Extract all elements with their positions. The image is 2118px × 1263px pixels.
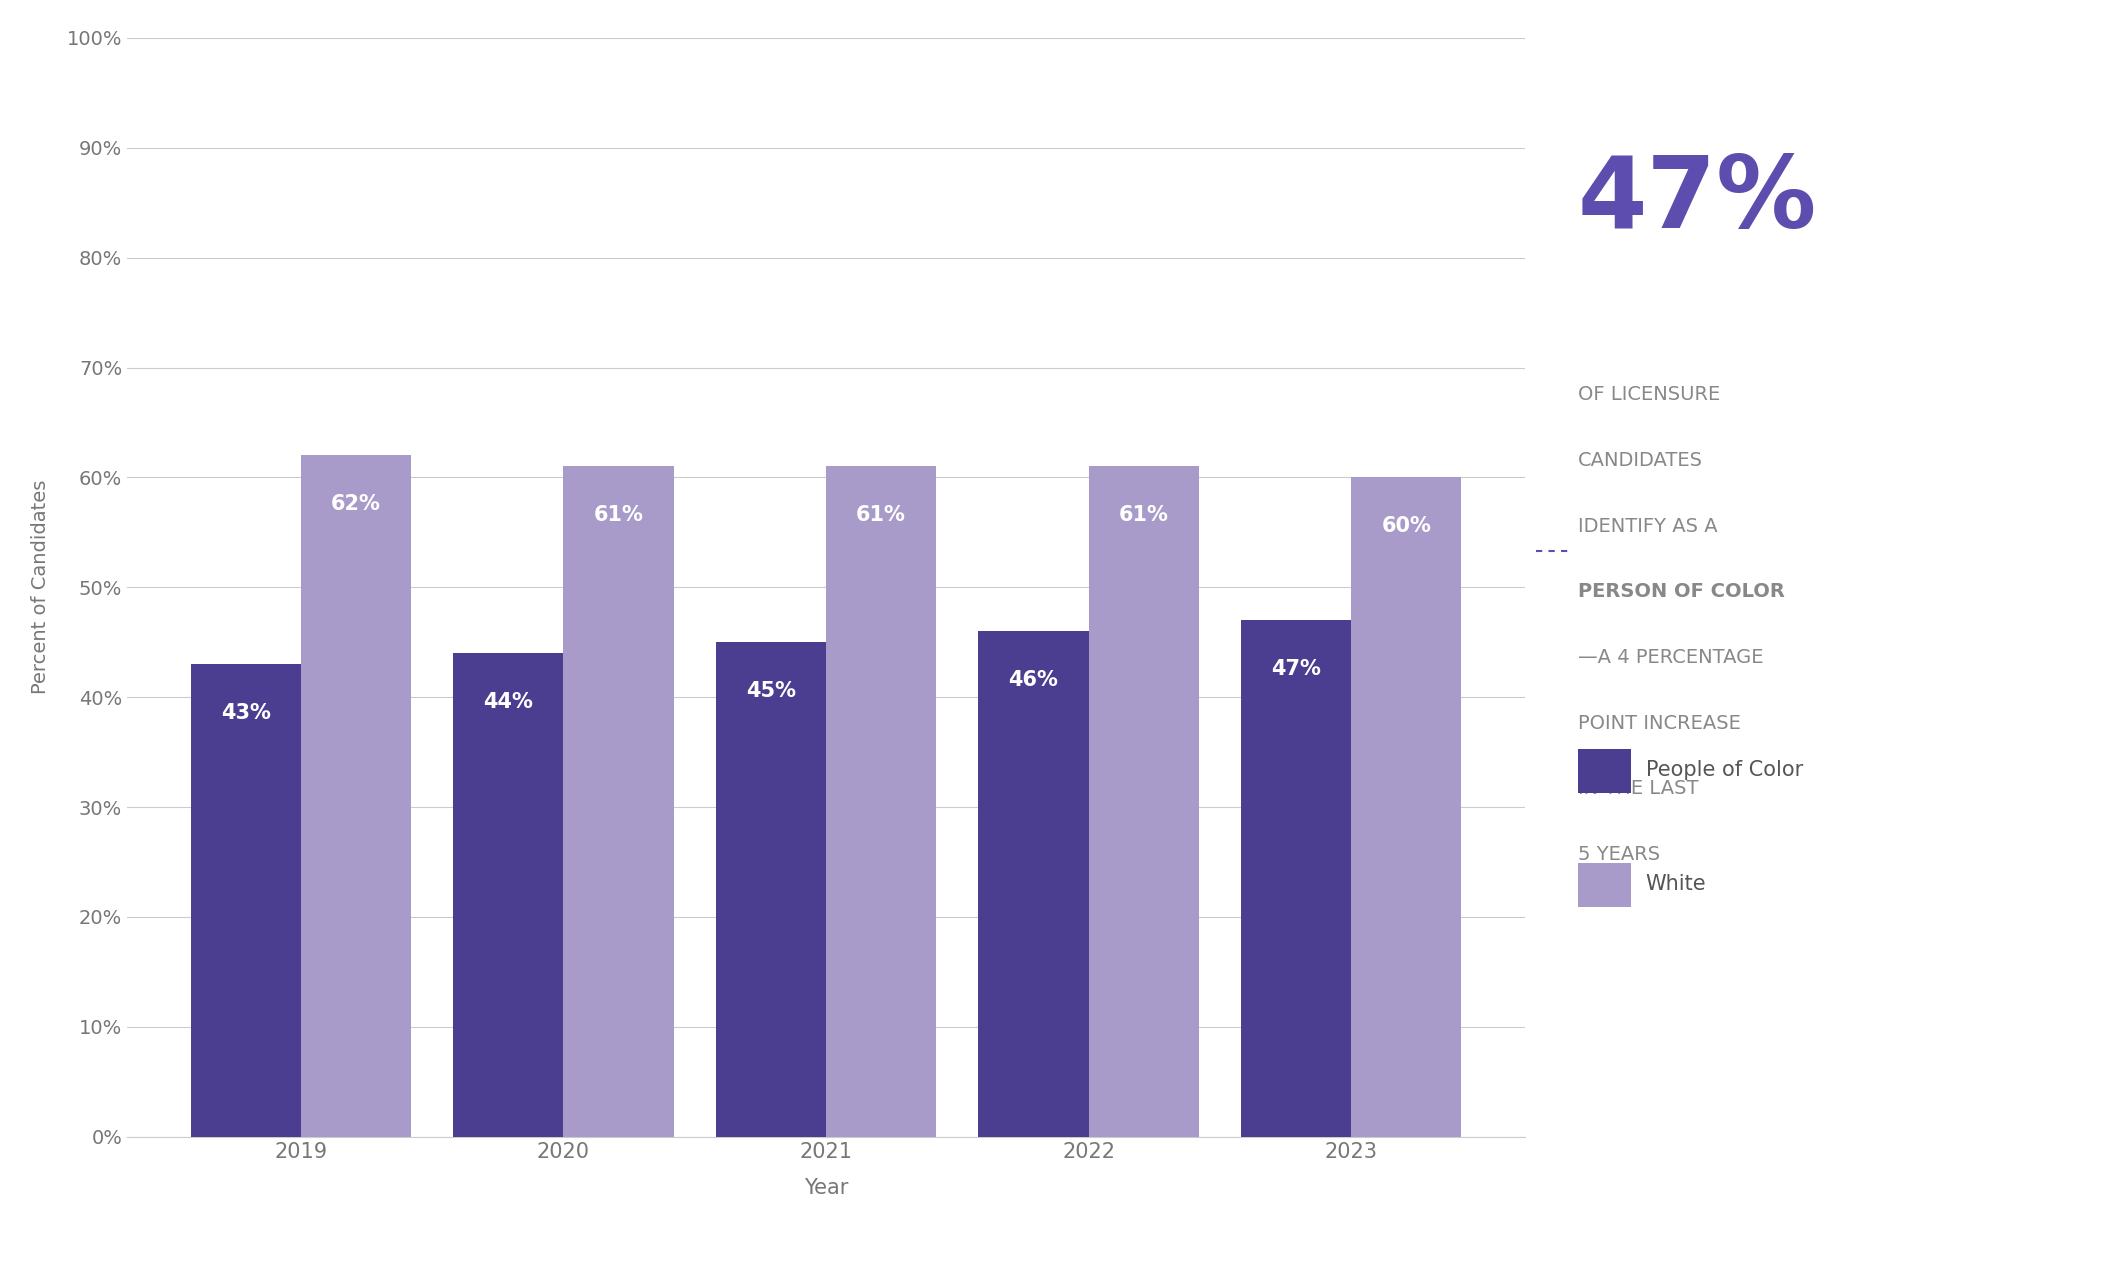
X-axis label: Year: Year xyxy=(805,1178,847,1199)
Text: 43%: 43% xyxy=(220,702,271,722)
Bar xyxy=(563,466,674,1137)
Text: —A 4 PERCENTAGE: —A 4 PERCENTAGE xyxy=(1578,648,1764,667)
Bar xyxy=(453,653,563,1137)
Bar xyxy=(716,642,826,1137)
Text: OF LICENSURE: OF LICENSURE xyxy=(1578,385,1720,404)
Bar xyxy=(1351,477,1461,1137)
Text: 44%: 44% xyxy=(483,692,534,711)
Bar xyxy=(826,466,936,1137)
Text: POINT INCREASE: POINT INCREASE xyxy=(1578,714,1741,733)
Text: 45%: 45% xyxy=(746,681,796,701)
Text: White: White xyxy=(1646,874,1707,894)
Text: 62%: 62% xyxy=(330,494,381,514)
Text: IDENTIFY AS A: IDENTIFY AS A xyxy=(1578,517,1718,536)
Bar xyxy=(979,632,1089,1137)
Text: 47%: 47% xyxy=(1578,152,1817,249)
Bar xyxy=(301,456,411,1137)
Text: 61%: 61% xyxy=(593,505,644,525)
Bar xyxy=(191,664,301,1137)
Text: 61%: 61% xyxy=(1118,505,1169,525)
Text: 46%: 46% xyxy=(1008,669,1059,690)
Text: CANDIDATES: CANDIDATES xyxy=(1578,451,1703,470)
Text: 61%: 61% xyxy=(856,505,907,525)
Y-axis label: Percent of Candidates: Percent of Candidates xyxy=(32,480,51,695)
Text: People of Color: People of Color xyxy=(1646,760,1802,781)
Text: 47%: 47% xyxy=(1271,659,1322,678)
Text: PERSON OF COLOR: PERSON OF COLOR xyxy=(1578,582,1785,601)
Text: IN THE LAST: IN THE LAST xyxy=(1578,779,1699,798)
Bar xyxy=(1089,466,1199,1137)
Bar xyxy=(1241,620,1351,1137)
Text: 60%: 60% xyxy=(1381,515,1432,536)
Text: 5 YEARS: 5 YEARS xyxy=(1578,845,1661,864)
